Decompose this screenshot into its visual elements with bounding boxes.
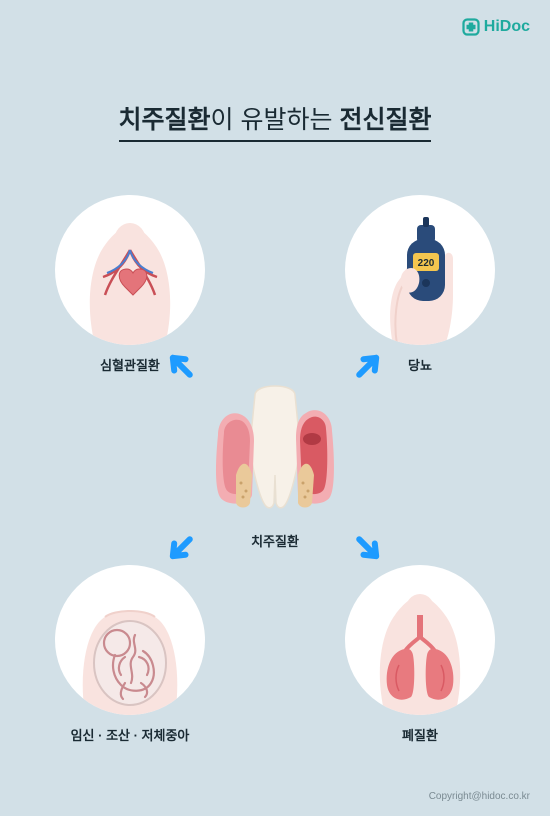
glucose-value: 220: [418, 258, 435, 269]
brand-name: HiDoc: [484, 18, 530, 36]
circle-diabetes: 220: [345, 195, 495, 345]
page-title: 치주질환이 유발하는 전신질환: [0, 100, 550, 142]
title-part2: 이 유발하는: [211, 106, 340, 134]
label-pregnancy: 임신 · 조산 · 저체중아: [55, 725, 205, 744]
label-center: 치주질환: [200, 531, 350, 550]
arrow-to-pregnancy: [165, 530, 199, 564]
title-part3: 전신질환: [339, 106, 431, 134]
circle-lung: [345, 565, 495, 715]
node-center: 치주질환: [200, 375, 350, 550]
circle-center: [200, 375, 350, 525]
label-lung: 폐질환: [345, 725, 495, 744]
node-cardio: 심혈관질환: [55, 195, 205, 374]
brand-logo: HiDoc: [462, 18, 530, 36]
title-part1: 치주질환: [119, 106, 211, 134]
diagram-stage: 심혈관질환 220 당뇨: [0, 165, 550, 776]
arrow-to-lung: [350, 530, 384, 564]
brand-logo-mark: [462, 18, 480, 36]
copyright: Copyright@hidoc.co.kr: [429, 791, 530, 802]
circle-pregnancy: [55, 565, 205, 715]
node-lung: 폐질환: [345, 565, 495, 744]
circle-cardio: [55, 195, 205, 345]
node-diabetes: 220 당뇨: [345, 195, 495, 374]
arrow-to-diabetes: [350, 350, 384, 384]
arrow-to-cardio: [165, 350, 199, 384]
node-pregnancy: 임신 · 조산 · 저체중아: [55, 565, 205, 744]
